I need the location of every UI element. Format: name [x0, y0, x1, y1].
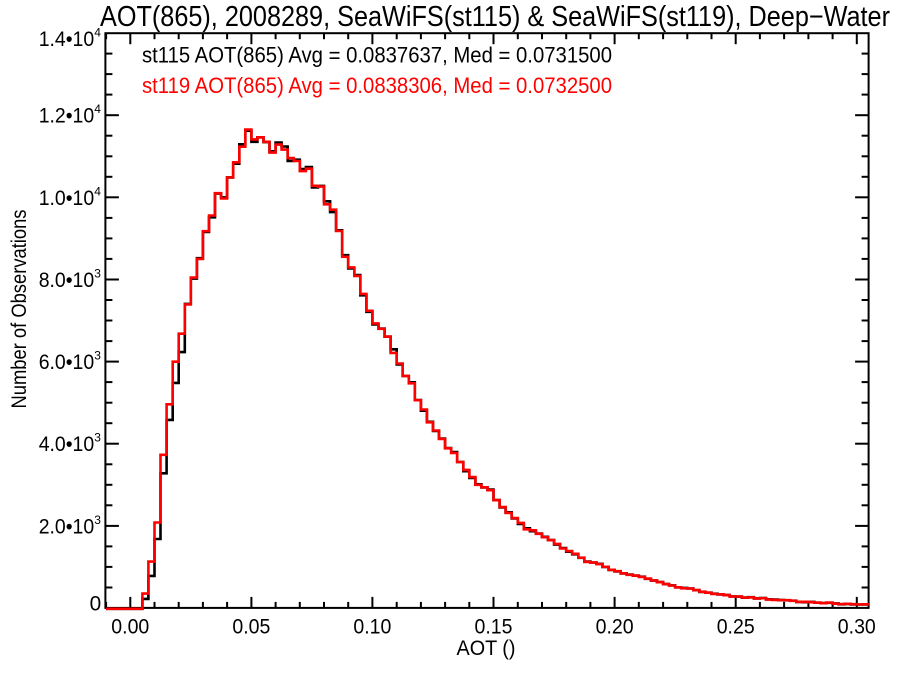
svg-text:6.0•103: 6.0•103: [39, 349, 101, 375]
svg-text:st115 AOT(865) Avg = 0.0837637: st115 AOT(865) Avg = 0.0837637, Med = 0.…: [142, 43, 612, 68]
svg-text:2.0•103: 2.0•103: [39, 513, 101, 539]
svg-text:8.0•103: 8.0•103: [39, 267, 101, 293]
svg-text:0.15: 0.15: [475, 615, 513, 638]
svg-text:0.30: 0.30: [838, 615, 876, 638]
svg-text:0.20: 0.20: [596, 615, 634, 638]
svg-text:0.00: 0.00: [111, 615, 149, 638]
svg-text:1.0•104: 1.0•104: [39, 184, 101, 210]
svg-text:st119 AOT(865) Avg = 0.0838306: st119 AOT(865) Avg = 0.0838306, Med = 0.…: [142, 73, 612, 98]
svg-text:AOT(865), 2008289, SeaWiFS(st1: AOT(865), 2008289, SeaWiFS(st115) & SeaW…: [100, 1, 890, 33]
svg-text:0.05: 0.05: [232, 615, 270, 638]
svg-text:1.2•104: 1.2•104: [39, 102, 101, 128]
svg-text:1.4•104: 1.4•104: [39, 26, 101, 52]
svg-text:0.10: 0.10: [353, 615, 391, 638]
svg-text:0: 0: [90, 592, 102, 615]
svg-text:0.25: 0.25: [717, 615, 755, 638]
svg-text:AOT (): AOT (): [457, 637, 516, 660]
svg-text:Number of Observations: Number of Observations: [8, 210, 31, 409]
svg-text:4.0•103: 4.0•103: [39, 431, 101, 457]
